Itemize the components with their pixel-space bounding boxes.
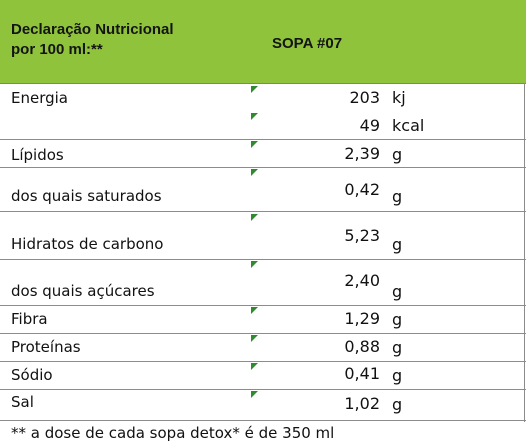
row-value-salt: 1,02: [344, 394, 380, 413]
header-declaration-line2: por 100 ml:**: [11, 41, 103, 58]
cell-marker-icon: [251, 307, 258, 314]
row-divider: [0, 211, 526, 212]
cell-marker-icon: [251, 261, 258, 268]
row-value-lipids: 2,39: [344, 144, 380, 163]
row-label-salt: Sal: [11, 393, 34, 411]
header-declaration: Declaração Nutricional por 100 ml:**: [11, 20, 174, 60]
row-divider: [0, 167, 526, 168]
cell-marker-icon: [251, 141, 258, 148]
row-label-proteins: Proteínas: [11, 338, 81, 356]
row-label-lipids: Lípidos: [11, 146, 64, 164]
cell-marker-icon: [251, 391, 258, 398]
row-divider: [0, 333, 526, 334]
row-label-saturated: dos quais saturados: [11, 187, 162, 205]
cell-marker-icon: [251, 113, 258, 120]
row-value-sodium: 0,41: [344, 364, 380, 383]
row-value-energy-kcal: 49: [359, 116, 380, 135]
row-unit-lipids: g: [392, 145, 403, 164]
row-divider: [0, 361, 526, 362]
row-divider: [0, 389, 526, 390]
row-label-sugars: dos quais açúcares: [11, 282, 155, 300]
row-divider: [0, 139, 526, 140]
row-value-energy-kj: 203: [349, 88, 380, 107]
row-value-carbohydrates: 5,23: [344, 226, 380, 245]
cell-marker-icon: [251, 86, 258, 93]
row-divider: [0, 420, 526, 421]
row-label-sodium: Sódio: [11, 366, 53, 384]
row-unit-sodium: g: [392, 366, 403, 385]
table-header: Declaração Nutricional por 100 ml:** SOP…: [0, 0, 526, 84]
table-right-border: [524, 83, 525, 422]
row-divider: [0, 305, 526, 306]
cell-marker-icon: [251, 363, 258, 370]
row-unit-saturated: g: [392, 187, 403, 206]
row-value-proteins: 0,88: [344, 337, 380, 356]
row-unit-sugars: g: [392, 282, 403, 301]
row-divider: [0, 259, 526, 260]
row-label-fibre: Fibra: [11, 310, 48, 328]
header-declaration-line1: Declaração Nutricional: [11, 21, 174, 38]
row-unit-energy-kcal: kcal: [392, 116, 425, 135]
cell-marker-icon: [251, 335, 258, 342]
row-label-carbohydrates: Hidratos de carbono: [11, 235, 164, 253]
row-unit-energy-kj: kj: [392, 88, 406, 107]
cell-marker-icon: [251, 214, 258, 221]
footer-note: ** a dose de cada sopa detox* é de 350 m…: [11, 424, 335, 442]
row-unit-salt: g: [392, 395, 403, 414]
row-label-energy: Energia: [11, 89, 68, 107]
row-unit-carbohydrates: g: [392, 235, 403, 254]
cell-marker-icon: [251, 169, 258, 176]
header-product-name: SOPA #07: [272, 35, 343, 52]
row-value-saturated: 0,42: [344, 180, 380, 199]
row-value-sugars: 2,40: [344, 271, 380, 290]
row-unit-proteins: g: [392, 338, 403, 357]
row-value-fibre: 1,29: [344, 309, 380, 328]
row-unit-fibre: g: [392, 310, 403, 329]
